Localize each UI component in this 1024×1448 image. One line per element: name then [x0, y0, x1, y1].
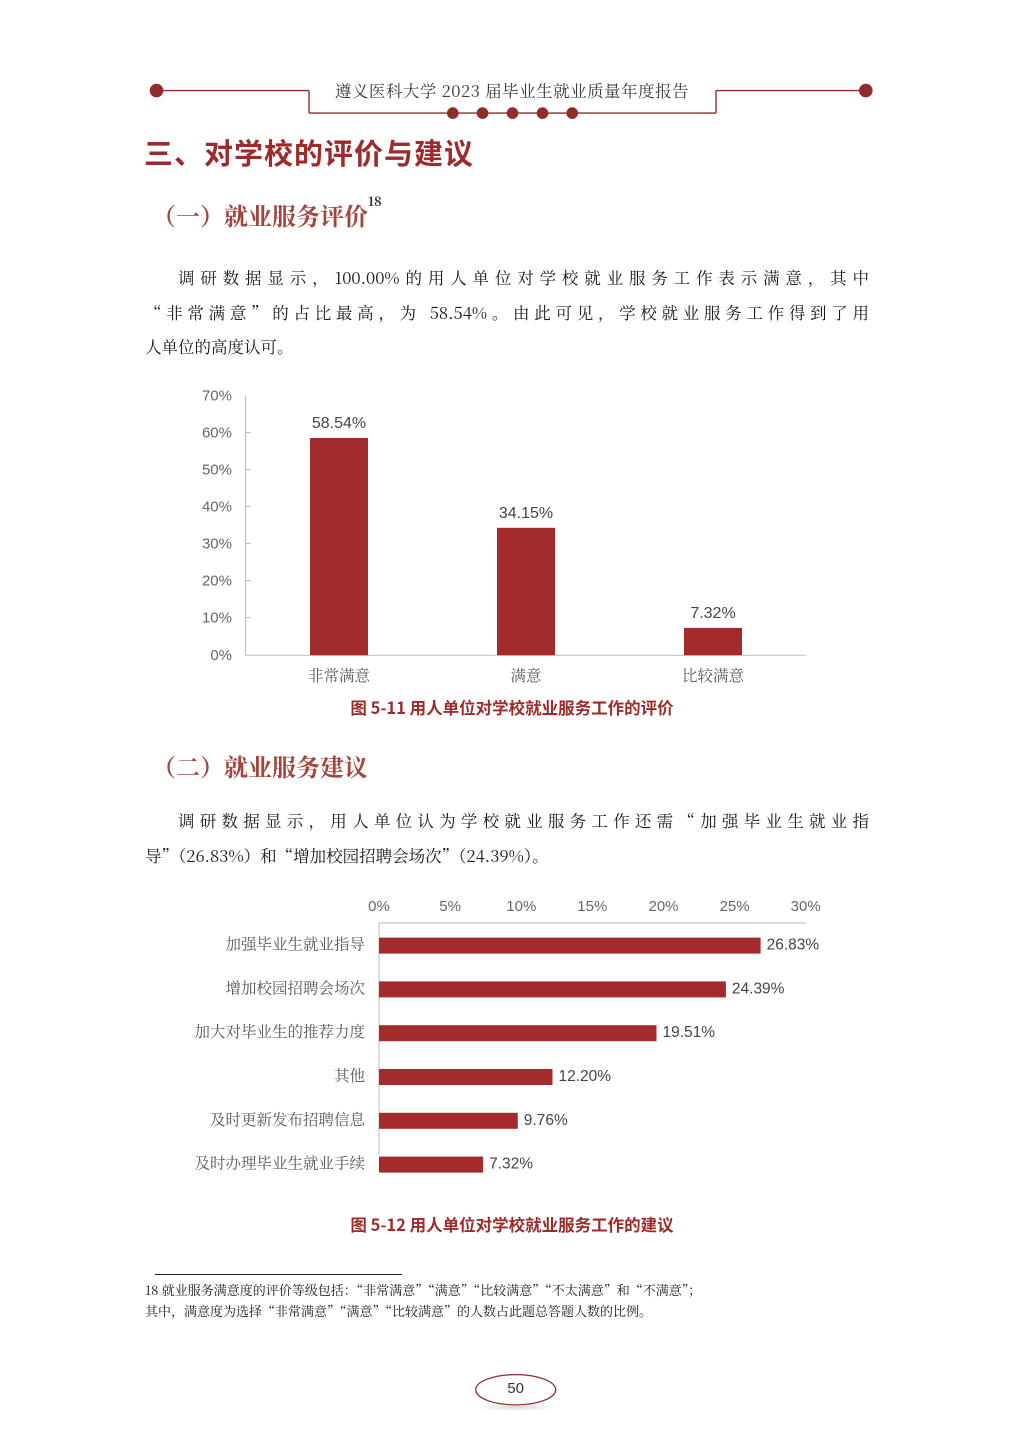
svg-text:19.51%: 19.51% [663, 1024, 716, 1041]
svg-text:及时更新发布招聘信息: 及时更新发布招聘信息 [210, 1108, 366, 1130]
svg-text:26.83%: 26.83% [767, 937, 820, 954]
svg-text:5%: 5% [439, 898, 461, 915]
svg-text:及时办理毕业生就业手续: 及时办理毕业生就业手续 [194, 1152, 365, 1174]
svg-text:9.76%: 9.76% [524, 1112, 568, 1129]
svg-text:图 5-12 用人单位对学校就业服务工作的建议: 图 5-12 用人单位对学校就业服务工作的建议 [350, 1212, 674, 1236]
svg-text:12.20%: 12.20% [559, 1068, 612, 1085]
svg-text:加强毕业生就业指导: 加强毕业生就业指导 [225, 933, 365, 955]
svg-text:7.32%: 7.32% [489, 1156, 533, 1173]
svg-text:15%: 15% [577, 898, 607, 915]
svg-text:10%: 10% [506, 898, 536, 915]
svg-text:增加校园招聘会场次: 增加校园招聘会场次 [225, 976, 365, 998]
svg-text:20%: 20% [648, 898, 678, 915]
svg-text:其他: 其他 [334, 1064, 365, 1086]
svg-text:25%: 25% [720, 898, 750, 915]
svg-text:30%: 30% [791, 898, 821, 915]
svg-text:0%: 0% [368, 898, 390, 915]
svg-text:24.39%: 24.39% [732, 980, 785, 997]
svg-text:加大对毕业生的推荐力度: 加大对毕业生的推荐力度 [194, 1020, 365, 1042]
